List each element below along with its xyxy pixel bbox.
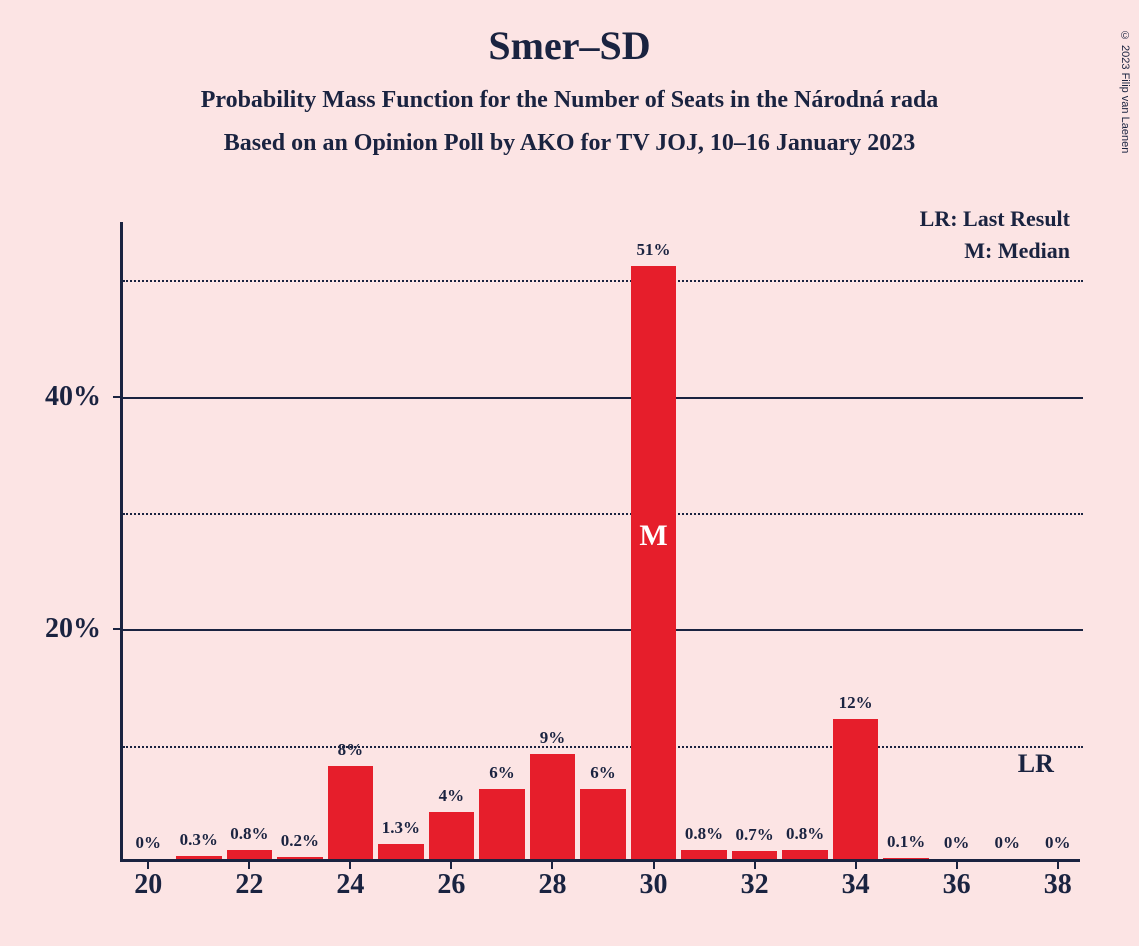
last-result-marker: LR	[1018, 749, 1054, 779]
x-axis-label: 20	[134, 869, 162, 901]
x-tick	[147, 859, 149, 869]
x-tick	[855, 859, 857, 869]
bar	[378, 844, 423, 859]
bar	[227, 850, 272, 859]
x-axis-label: 26	[437, 869, 465, 901]
bar	[833, 719, 878, 859]
plot-area: LR: Last Result M: Median 20%40%20222426…	[120, 222, 1080, 862]
legend-lr: LR: Last Result	[920, 206, 1070, 232]
legend-m: M: Median	[964, 238, 1070, 264]
chart-title: Smer–SD	[0, 22, 1139, 69]
bar	[580, 789, 625, 859]
bar-value-label: 0%	[944, 833, 970, 853]
bar-value-label: 0%	[136, 833, 162, 853]
bar-value-label: 6%	[489, 763, 515, 783]
bar-value-label: 0%	[1045, 833, 1071, 853]
y-axis-label: 20%	[45, 613, 101, 645]
bar-value-label: 0.2%	[281, 831, 319, 851]
copyright-text: © 2023 Filip van Laenen	[1119, 30, 1131, 153]
bar	[277, 857, 322, 859]
x-axis-label: 32	[741, 869, 769, 901]
x-axis-label: 28	[538, 869, 566, 901]
x-axis-label: 30	[640, 869, 668, 901]
bar-value-label: 0%	[994, 833, 1020, 853]
bar-value-label: 9%	[540, 728, 566, 748]
x-tick	[754, 859, 756, 869]
bar-value-label: 0.8%	[685, 824, 723, 844]
bar-value-label: 1.3%	[382, 818, 420, 838]
bar	[782, 850, 827, 859]
y-tick	[113, 396, 123, 398]
bar	[479, 789, 524, 859]
x-tick	[1057, 859, 1059, 869]
x-axis-label: 34	[842, 869, 870, 901]
x-tick	[551, 859, 553, 869]
bar	[429, 812, 474, 859]
bar-value-label: 0.8%	[230, 824, 268, 844]
bar-value-label: 12%	[839, 693, 873, 713]
bar-value-label: 4%	[439, 786, 465, 806]
y-axis-label: 40%	[45, 381, 101, 413]
x-tick	[653, 859, 655, 869]
grid-minor	[123, 746, 1083, 748]
bar	[328, 766, 373, 859]
chart-area: LR: Last Result M: Median 20%40%20222426…	[120, 222, 1110, 862]
y-tick	[113, 628, 123, 630]
grid-minor	[123, 513, 1083, 515]
x-axis-label: 38	[1044, 869, 1072, 901]
bar	[631, 266, 676, 859]
bar-value-label: 0.7%	[735, 825, 773, 845]
bar-value-label: 0.8%	[786, 824, 824, 844]
bar	[732, 851, 777, 859]
bar-value-label: 0.3%	[180, 830, 218, 850]
x-tick	[349, 859, 351, 869]
bar-value-label: 8%	[338, 740, 364, 760]
x-tick	[450, 859, 452, 869]
chart-subtitle-1: Probability Mass Function for the Number…	[0, 87, 1139, 114]
grid-major	[123, 629, 1083, 631]
bar	[530, 754, 575, 859]
grid-major	[123, 397, 1083, 399]
x-tick	[956, 859, 958, 869]
chart-subtitle-2: Based on an Opinion Poll by AKO for TV J…	[0, 130, 1139, 157]
grid-minor	[123, 280, 1083, 282]
bar-value-label: 0.1%	[887, 832, 925, 852]
x-axis-label: 22	[235, 869, 263, 901]
x-tick	[248, 859, 250, 869]
bar-value-label: 51%	[637, 240, 671, 260]
x-axis-label: 36	[943, 869, 971, 901]
bar-value-label: 6%	[590, 763, 616, 783]
median-marker: M	[639, 519, 667, 553]
bar	[176, 856, 221, 859]
x-axis-label: 24	[336, 869, 364, 901]
bar	[681, 850, 726, 859]
bar	[883, 858, 928, 859]
